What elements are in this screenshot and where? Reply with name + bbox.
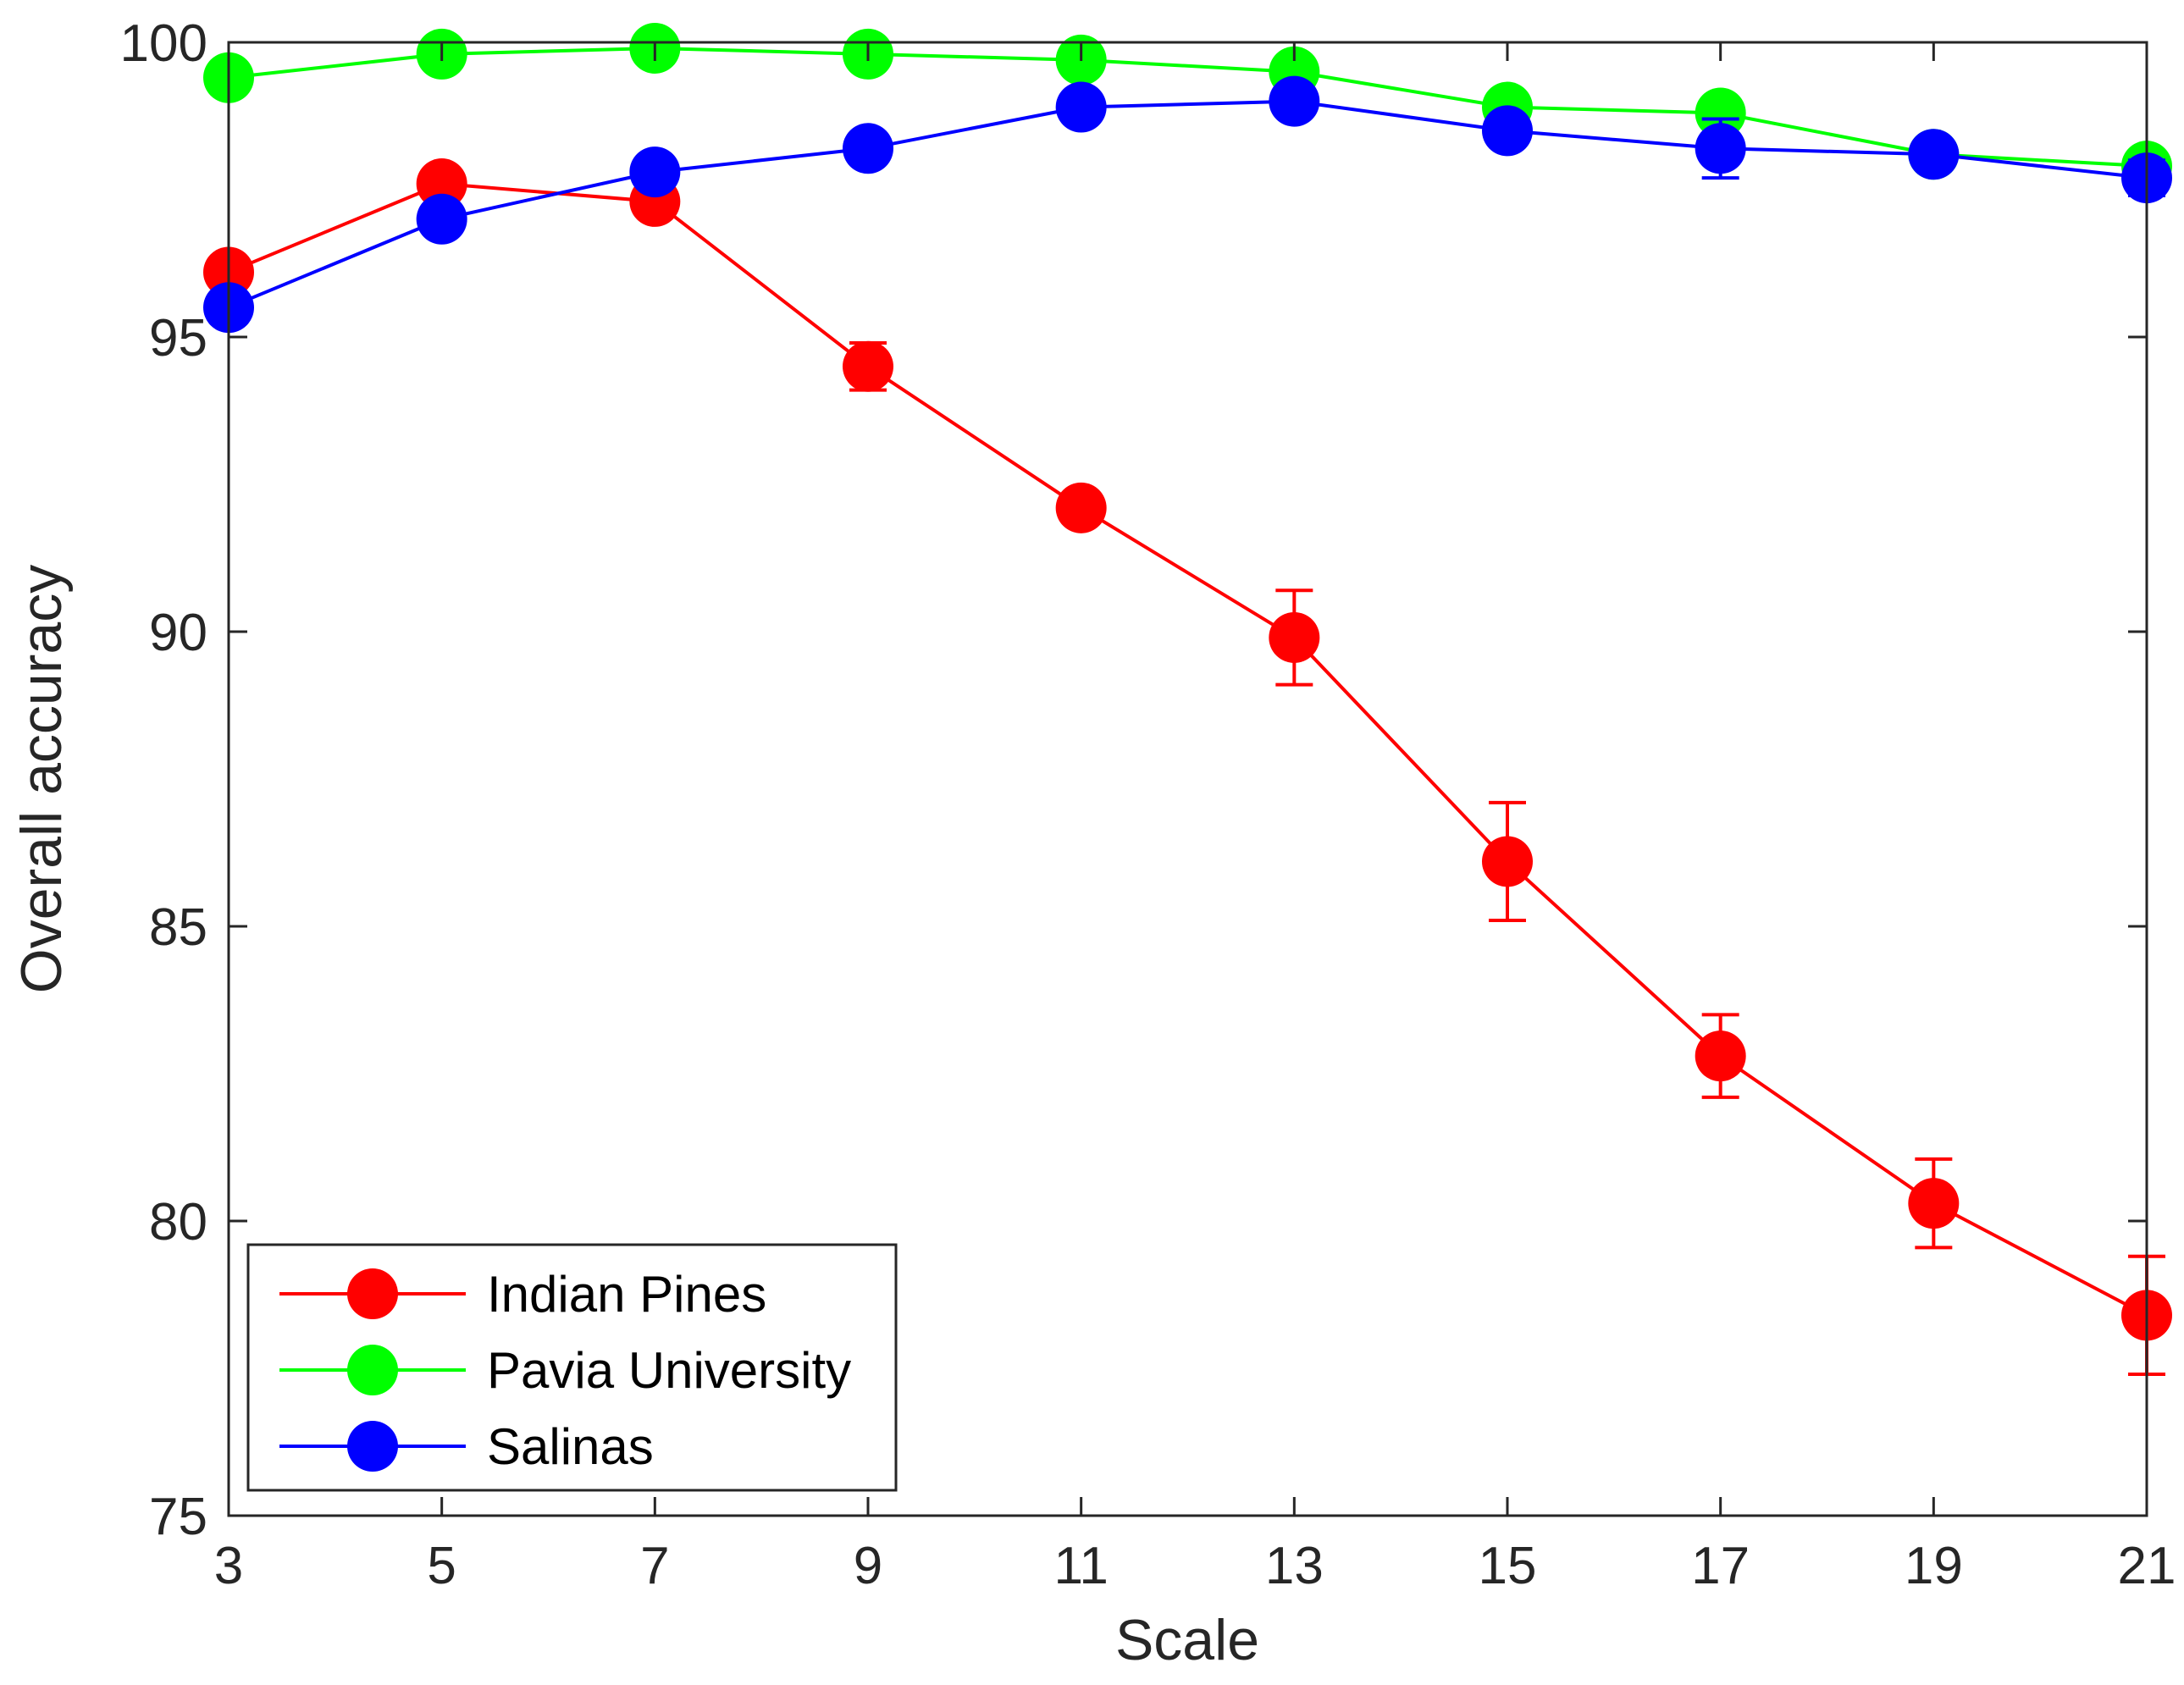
data-point-indian-pines	[843, 340, 893, 392]
y-tick-label: 80	[149, 1193, 207, 1251]
axes-box	[227, 41, 2148, 1517]
x-tick-label: 19	[1905, 1537, 1963, 1595]
ticks-layer: 3 5 7 9 11 13 15 17 19 21 75 80 85 90 95 100	[120, 14, 2176, 1595]
y-tick-label: 100	[120, 14, 207, 73]
series-line-indian-pines	[228, 182, 2148, 1318]
data-point-indian-pines	[416, 158, 467, 210]
x-tick-label: 11	[1053, 1537, 1108, 1595]
data-point-salinas	[1482, 105, 1533, 157]
data-point-indian-pines	[1269, 611, 1320, 663]
x-tick-label: 3	[214, 1537, 243, 1595]
x-tick-label: 13	[1265, 1537, 1324, 1595]
data-point-indian-pines	[1055, 482, 1107, 533]
legend-label-pavia-university: Pavia University	[487, 1342, 851, 1399]
data-point-salinas	[1908, 129, 1960, 180]
x-tick-label: 21	[2118, 1537, 2176, 1595]
data-point-salinas	[629, 146, 681, 198]
series-salinas	[203, 75, 2172, 334]
data-point-indian-pines	[1695, 1030, 1746, 1082]
x-tick-label: 7	[640, 1537, 669, 1595]
y-axis-label: Overall accuracy	[9, 565, 74, 993]
data-point-salinas	[416, 193, 467, 245]
data-point-salinas	[1695, 123, 1746, 174]
data-point-salinas	[1269, 75, 1320, 127]
legend-label-indian-pines: Indian Pines	[487, 1266, 766, 1323]
y-tick-label: 95	[149, 309, 207, 367]
legend-marker-salinas	[347, 1421, 398, 1472]
legend-marker-indian-pines	[347, 1268, 398, 1319]
data-point-salinas	[1055, 81, 1107, 133]
y-tick-label: 85	[149, 898, 207, 957]
y-tick-label: 75	[149, 1488, 207, 1546]
legend: Indian Pines Pavia University Salinas	[246, 1243, 898, 1492]
x-tick-label: 9	[854, 1537, 882, 1595]
series-line-pavia-university	[228, 46, 2148, 168]
series-line-salinas	[228, 99, 2148, 310]
data-point-indian-pines	[1482, 836, 1533, 887]
data-point-salinas	[843, 123, 893, 174]
legend-label-salinas: Salinas	[487, 1418, 654, 1475]
data-point-indian-pines	[1908, 1178, 1960, 1229]
x-tick-label: 15	[1479, 1537, 1537, 1595]
x-axis-label: Scale	[1115, 1608, 1259, 1672]
y-tick-label: 90	[149, 604, 207, 662]
data-point-pavia-university	[1695, 87, 1746, 139]
x-tick-label: 17	[1691, 1537, 1750, 1595]
x-tick-label: 5	[427, 1537, 456, 1595]
legend-marker-pavia-university	[347, 1345, 398, 1395]
